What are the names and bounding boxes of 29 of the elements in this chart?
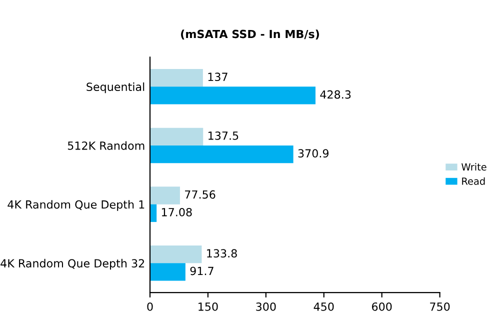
x-tick-label: 0 xyxy=(147,302,153,311)
legend-label: Write xyxy=(462,163,486,171)
y-tick-label: 512K Random xyxy=(68,141,144,150)
bar xyxy=(150,263,186,281)
bar xyxy=(150,186,180,204)
data-label: 428.3 xyxy=(320,90,351,99)
y-tick-label: 4K Random Que Depth 1 xyxy=(8,200,144,211)
data-label: 17.08 xyxy=(162,208,192,216)
data-label: 137.5 xyxy=(208,131,238,140)
bar xyxy=(150,69,203,87)
bar xyxy=(150,86,316,104)
y-tick-label: Sequential xyxy=(86,82,144,94)
bar xyxy=(150,128,204,146)
legend-label: Read xyxy=(462,177,485,185)
data-label: 370.9 xyxy=(298,149,329,158)
x-tick-label: 150 xyxy=(198,302,218,311)
x-tick-label: 450 xyxy=(314,302,334,311)
data-label: 137 xyxy=(208,72,228,82)
data-label: 77.56 xyxy=(185,190,216,199)
chart-subtitle: (mSATA SSD - In MB/s) xyxy=(181,30,319,40)
bar xyxy=(150,245,202,264)
x-tick-label: 300 xyxy=(256,302,276,311)
data-label: 133.8 xyxy=(207,249,237,258)
bar xyxy=(150,204,157,222)
bar xyxy=(150,145,294,164)
data-label: 91.7 xyxy=(190,266,214,276)
x-tick-label: 750 xyxy=(430,302,450,311)
y-tick-label: 4K Random Que Depth 32 xyxy=(0,258,144,270)
x-tick-label: 600 xyxy=(372,302,392,311)
